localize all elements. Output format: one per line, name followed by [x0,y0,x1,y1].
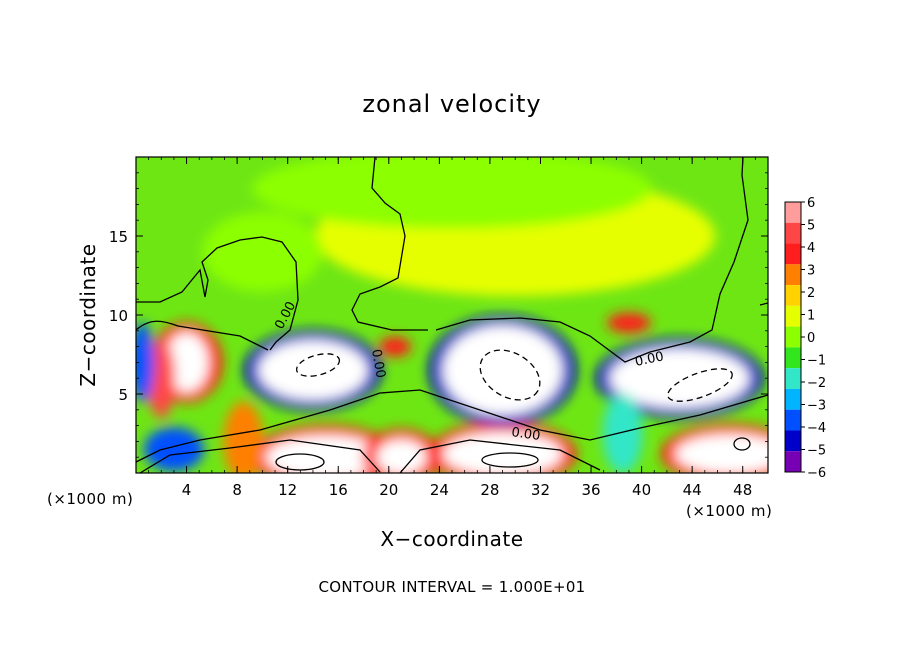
field-blob [202,211,323,292]
zero-contour-lower [136,389,768,463]
contour-label: 0.00 [634,349,665,370]
x-tick-label: 28 [480,481,499,499]
x-tick-label: 48 [733,481,752,499]
field-blob [609,348,750,409]
colorbar-label: −4 [807,421,826,436]
y-axis-label: Z−coordinate [76,243,100,386]
colorbar-cell [785,222,801,244]
field-blob [442,325,563,416]
colorbar-label: 5 [807,219,815,234]
x-unit-label-right: (×1000 m) [686,502,772,520]
y-tick-label: 5 [118,386,128,404]
colorbar-cell [785,243,801,265]
field-blob [143,427,204,472]
field-blob [675,434,768,473]
closed-contour-6 [733,437,751,451]
field-blob [602,393,643,473]
x-tick-label: 32 [531,481,550,499]
colorbar-label: 6 [807,196,815,211]
y-tick-label: 10 [109,307,128,325]
colorbar-label: 4 [807,241,815,256]
zero-contour-right [759,302,768,306]
x-tick-label: 36 [581,481,600,499]
contour-label: 0.00 [510,425,541,444]
y-ticks: 5 10 15 [109,156,768,474]
colorbar-label: 2 [807,286,815,301]
x-tick-label: 24 [430,481,449,499]
zero-contour-left [136,320,269,351]
zero-contour-upper [136,236,299,351]
x-unit-label-left: (×1000 m) [47,490,133,508]
colorbar-cell [785,264,801,286]
colorbar-label: 1 [807,309,815,324]
colorbar-label: 0 [807,331,815,346]
chart-title: zonal velocity [362,90,541,118]
field-blob [147,338,176,419]
field-blob [265,435,386,473]
field-blob [252,157,652,229]
colorbar-cell [785,409,801,431]
field-blob [164,332,209,393]
x-tick-label: 4 [182,481,192,499]
field-blob [223,401,264,473]
colorbar-cell [785,305,801,327]
field-blob [379,336,412,357]
field-blob [376,439,427,473]
colorbar-label: 3 [807,264,815,279]
colorbar-cell [785,347,801,369]
zero-contour-top [351,157,428,331]
colorbar: 6 5 4 3 2 1 0 −1 −2 −3 −4 −5 −6 [784,196,826,481]
contour-interval-note: CONTOUR INTERVAL = 1.000E+01 [318,578,585,596]
closed-contour-2 [479,349,541,401]
x-tick-label: 8 [232,481,242,499]
x-tick-label: 20 [379,481,398,499]
field-blob [136,322,155,403]
colorbar-cell [785,451,801,472]
colorbar-label: −6 [807,466,826,481]
colorbar-cell [785,202,801,223]
colorbar-label: −1 [807,354,826,369]
colorbar-cell [785,368,801,389]
x-axis-label: X−coordinate [380,527,523,551]
field-blob [606,312,651,333]
field-blob [442,432,563,473]
x-tick-label: 16 [329,481,348,499]
x-tick-label: 40 [632,481,651,499]
colorbar-cell [785,326,801,348]
colorbar-cell [785,430,801,452]
closed-contour-3 [667,368,733,402]
colorbar-label: −2 [807,376,826,391]
closed-contour-5 [481,452,539,468]
velocity-field [136,157,768,473]
contour-labels: 0.00 0.00 0.00 0.00 [272,299,665,444]
y-tick-label: 15 [109,228,128,246]
contour-label: 0.00 [368,348,388,379]
field-blob [257,340,368,401]
zero-contour-mid [435,157,749,363]
x-ticks: 4 8 12 16 20 24 28 32 36 40 44 48 [135,157,769,499]
zero-contour-bottom [139,439,601,473]
colorbar-label: −5 [807,444,826,459]
field-features [136,157,768,473]
x-tick-label: 12 [278,481,297,499]
colorbar-cell [785,388,801,410]
plot-area: 0.00 0.00 0.00 0.00 4 8 12 16 20 24 28 32 36 40 44… [109,156,769,499]
colorbar-label: −3 [807,399,826,414]
x-tick-label: 44 [683,481,702,499]
contour-lines [136,157,768,473]
colorbar-cell [785,285,801,306]
closed-contour-1 [295,353,341,377]
